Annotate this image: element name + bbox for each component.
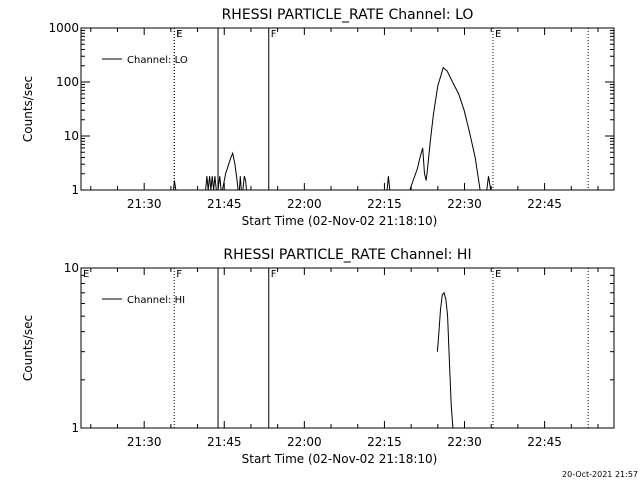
panel1-series-line <box>386 176 391 191</box>
panel1-series-line <box>217 176 222 191</box>
panel2-series-line <box>436 291 454 429</box>
panel2-x-tick-label: 22:15 <box>367 435 402 449</box>
panel2-legend-label: Channel: HI <box>127 295 185 306</box>
panel1-x-tick-label: 21:30 <box>127 197 162 211</box>
panel1-y-tick-label: 1000 <box>48 21 79 35</box>
panel1-y-axis-label: Counts/sec <box>21 76 35 142</box>
panel1-y-tick-label: 10 <box>64 129 79 143</box>
panel1-y-tick-label: 1 <box>71 183 79 197</box>
panel1-series-line <box>205 176 217 191</box>
panel2-y-tick-label: 10 <box>64 261 79 275</box>
panel1-x-tick-label: 22:15 <box>367 197 402 211</box>
panel2-marker-label: F <box>271 269 277 280</box>
panel1-series-line <box>173 180 177 191</box>
panel1-legend-label: Channel: LO <box>127 55 188 66</box>
panel1-marker-label: E <box>495 29 501 40</box>
footer-stamp: 20-Oct-2021 21:57 <box>562 470 638 479</box>
panel2-y-tick-label: 1 <box>71 421 79 435</box>
panel1-marker-label: E <box>176 29 182 40</box>
panel2-marker-label: F <box>176 269 182 280</box>
panel1-x-tick-label: 22:45 <box>527 197 562 211</box>
panel2-x-axis-label: Start Time (02-Nov-02 21:18:10) <box>242 452 438 466</box>
panel1-y-tick-label: 100 <box>56 75 79 89</box>
panel2-marker-label: E <box>83 269 89 280</box>
panel1-x-tick-label: 22:00 <box>287 197 322 211</box>
panel1-marker-label: F <box>271 29 277 40</box>
panel2-x-tick-label: 22:30 <box>447 435 482 449</box>
panel1-plot-frame <box>80 27 615 191</box>
panel1-marker-label: F <box>176 29 182 40</box>
panel1-series-line <box>238 176 242 191</box>
panel2-title: RHESSI PARTICLE_RATE Channel: HI <box>223 247 471 263</box>
panel2-x-tick-label: 21:45 <box>207 435 242 449</box>
panel1-series-line <box>409 66 481 191</box>
panel1-title: RHESSI PARTICLE_RATE Channel: LO <box>222 7 474 23</box>
panel2-marker-label: E <box>495 269 501 280</box>
panel2-x-tick-label: 22:45 <box>527 435 562 449</box>
panel1-series-line <box>222 151 239 191</box>
panel1-x-axis-label: Start Time (02-Nov-02 21:18:10) <box>242 214 438 228</box>
panel1-x-tick-label: 21:45 <box>207 197 242 211</box>
panel2-x-tick-label: 21:30 <box>127 435 162 449</box>
panel2-y-axis-label: Counts/sec <box>21 315 35 381</box>
panel1-series-line <box>242 176 247 191</box>
panel2-plot-frame <box>80 267 615 429</box>
panel2-x-tick-label: 22:00 <box>287 435 322 449</box>
panel1-series-line <box>486 176 492 191</box>
panel1-x-tick-label: 22:30 <box>447 197 482 211</box>
